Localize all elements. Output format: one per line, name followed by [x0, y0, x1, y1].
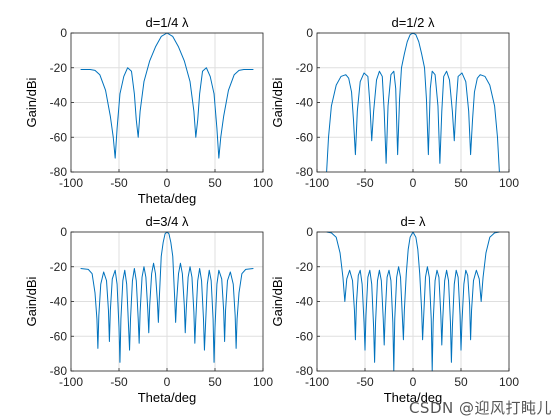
y-tick-label: -80 — [50, 364, 68, 378]
y-tick-label: 0 — [60, 26, 67, 40]
x-tick-label: -100 — [59, 375, 83, 389]
x-tick-label: 100 — [499, 176, 519, 190]
x-axis-label: Theta/deg — [138, 191, 197, 206]
y-tick-label: -80 — [50, 165, 68, 179]
y-tick-label: -40 — [296, 295, 314, 309]
x-tick-label: -100 — [305, 176, 329, 190]
x-tick-label: 0 — [164, 176, 171, 190]
x-tick-label: 100 — [253, 176, 273, 190]
x-tick-label: 50 — [454, 375, 468, 389]
y-axis-label: Gain/dBi — [24, 276, 39, 326]
subplot-1: -100 -50 0 50 100 0 -20 -40 -60 -80 d=1/4 λ Theta/d… — [24, 15, 273, 206]
subplot-3: -100 -50 0 50 100 0 -20 -40 -60 -80 d=3/4 λ Theta/d… — [24, 214, 273, 405]
y-tick-label: -60 — [296, 130, 314, 144]
x-tick-label: 50 — [454, 176, 468, 190]
watermark-text: CSDN @迎风打盹儿 — [408, 399, 552, 417]
y-tick-label: -20 — [50, 260, 68, 274]
subplot-4: -100 -50 0 50 100 0 -20 -40 -60 -80 d= λ Theta/deg G… — [270, 214, 519, 405]
y-tick-label: 0 — [60, 225, 67, 239]
subplot-title: d=1/4 λ — [145, 15, 189, 30]
y-tick-label: 0 — [306, 26, 313, 40]
y-tick-label: -60 — [50, 130, 68, 144]
y-tick-label: -60 — [50, 329, 68, 343]
y-tick-label: -40 — [50, 295, 68, 309]
y-tick-label: -80 — [296, 165, 314, 179]
subplot-2: -100 -50 0 50 100 0 -20 -40 -60 -80 d=1/2 λ Gain/dB… — [270, 15, 519, 190]
subplot-title: d=3/4 λ — [145, 214, 189, 229]
x-tick-label: 100 — [253, 375, 273, 389]
y-axis-label: Gain/dBi — [24, 77, 39, 127]
y-tick-label: -20 — [296, 260, 314, 274]
y-axis-label: Gain/dBi — [270, 276, 285, 326]
y-tick-label: -20 — [50, 61, 68, 75]
x-tick-label: -50 — [110, 375, 128, 389]
y-tick-label: -80 — [296, 364, 314, 378]
y-tick-label: -60 — [296, 329, 314, 343]
subplot-title: d= λ — [401, 214, 426, 229]
x-axis-label: Theta/deg — [384, 390, 443, 405]
x-tick-label: 0 — [410, 176, 417, 190]
x-tick-label: -50 — [356, 375, 374, 389]
x-tick-label: -100 — [305, 375, 329, 389]
x-tick-label: -100 — [59, 176, 83, 190]
x-tick-label: 0 — [164, 375, 171, 389]
y-tick-label: -40 — [50, 96, 68, 110]
x-tick-label: 0 — [410, 375, 417, 389]
subplot-title: d=1/2 λ — [391, 15, 435, 30]
x-tick-label: 50 — [208, 375, 222, 389]
y-tick-label: 0 — [306, 225, 313, 239]
x-axis-label: Theta/deg — [138, 390, 197, 405]
x-tick-label: 50 — [208, 176, 222, 190]
x-tick-label: -50 — [356, 176, 374, 190]
y-axis-label: Gain/dBi — [270, 77, 285, 127]
x-tick-label: -50 — [110, 176, 128, 190]
y-tick-label: -40 — [296, 96, 314, 110]
x-tick-label: 100 — [499, 375, 519, 389]
y-tick-label: -20 — [296, 61, 314, 75]
